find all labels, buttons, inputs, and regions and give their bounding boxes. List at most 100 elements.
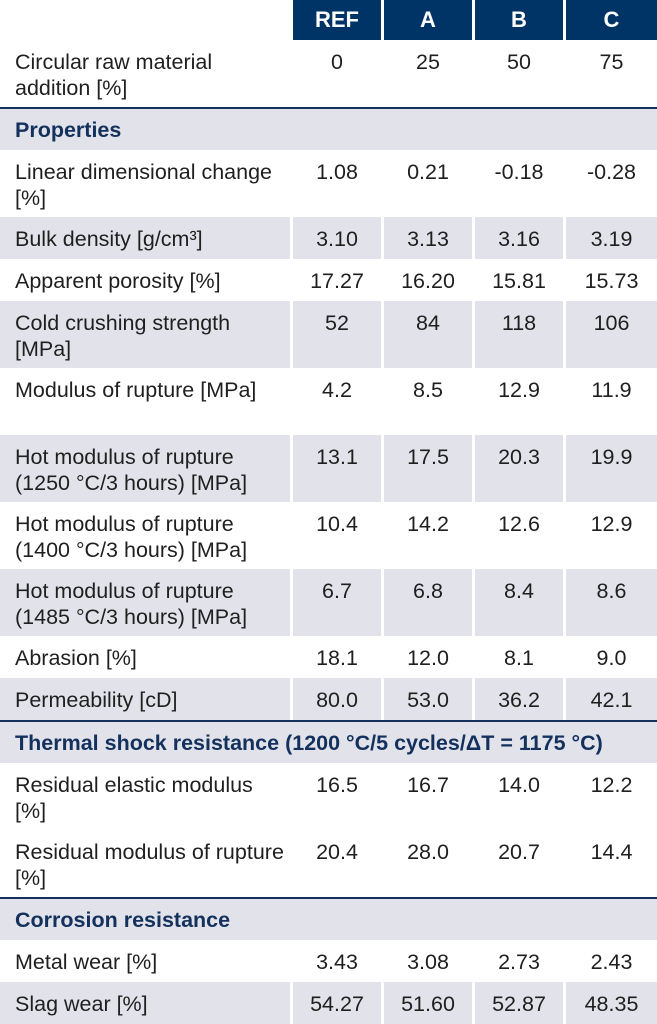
cell-b: 15.81 xyxy=(472,259,563,301)
table-row: Permeability [cD] 80.0 53.0 36.2 42.1 xyxy=(0,678,657,720)
cell-b: 52.87 xyxy=(472,982,563,1024)
header-blank-cell xyxy=(0,0,290,40)
table-row: Hot modulus of rupture (1485 °C/3 hours)… xyxy=(0,569,657,636)
table-row: Abrasion [%] 18.1 12.0 8.1 9.0 xyxy=(0,636,657,678)
table-row: Modulus of rupture [MPa] 4.2 8.5 12.9 11… xyxy=(0,368,657,435)
cell-b: 12.6 xyxy=(472,502,563,569)
cell-b: 14.0 xyxy=(472,763,563,830)
cell-b: 50 xyxy=(472,40,563,107)
cell-c: 3.19 xyxy=(563,217,657,259)
row-label: Abrasion [%] xyxy=(0,636,290,678)
cell-b: -0.18 xyxy=(472,150,563,217)
cell-a: 8.5 xyxy=(381,368,472,435)
table-row: Hot modulus of rupture (1250 °C/3 hours)… xyxy=(0,435,657,502)
cell-ref: 10.4 xyxy=(290,502,381,569)
cell-c: 14.4 xyxy=(563,830,657,897)
row-label: Cold crushing strength [MPa] xyxy=(0,301,290,368)
header-b: B xyxy=(472,0,563,40)
cell-c: 19.9 xyxy=(563,435,657,502)
table-row: Bulk density [g/cm³] 3.10 3.13 3.16 3.19 xyxy=(0,217,657,259)
cell-c: -0.28 xyxy=(563,150,657,217)
cell-c: 8.6 xyxy=(563,569,657,636)
cell-b: 8.4 xyxy=(472,569,563,636)
cell-ref: 80.0 xyxy=(290,678,381,720)
cell-c: 15.73 xyxy=(563,259,657,301)
row-label: Metal wear [%] xyxy=(0,940,290,982)
cell-a: 17.5 xyxy=(381,435,472,502)
cell-c: 12.2 xyxy=(563,763,657,830)
cell-ref: 54.27 xyxy=(290,982,381,1024)
cell-b: 36.2 xyxy=(472,678,563,720)
cell-b: 20.3 xyxy=(472,435,563,502)
table-row: Apparent porosity [%] 17.27 16.20 15.81 … xyxy=(0,259,657,301)
cell-b: 2.73 xyxy=(472,940,563,982)
row-label: Hot modulus of rupture (1485 °C/3 hours)… xyxy=(0,569,290,636)
cell-c: 9.0 xyxy=(563,636,657,678)
section-title: Thermal shock resistance (1200 °C/5 cycl… xyxy=(0,720,657,763)
cell-c: 42.1 xyxy=(563,678,657,720)
cell-a: 0.21 xyxy=(381,150,472,217)
cell-a: 53.0 xyxy=(381,678,472,720)
table-row: Slag wear [%] 54.27 51.60 52.87 48.35 xyxy=(0,982,657,1024)
cell-c: 11.9 xyxy=(563,368,657,435)
cell-a: 16.20 xyxy=(381,259,472,301)
cell-ref: 6.7 xyxy=(290,569,381,636)
table-row: Hot modulus of rupture (1400 °C/3 hours)… xyxy=(0,502,657,569)
row-label: Modulus of rupture [MPa] xyxy=(0,368,290,435)
row-label: Hot modulus of rupture (1250 °C/3 hours)… xyxy=(0,435,290,502)
row-label: Apparent porosity [%] xyxy=(0,259,290,301)
cell-ref: 13.1 xyxy=(290,435,381,502)
cell-a: 6.8 xyxy=(381,569,472,636)
row-label: Linear dimensional change [%] xyxy=(0,150,290,217)
cell-b: 118 xyxy=(472,301,563,368)
table-row: Residual elastic modulus [%] 16.5 16.7 1… xyxy=(0,763,657,830)
cell-c: 48.35 xyxy=(563,982,657,1024)
row-label: Bulk density [g/cm³] xyxy=(0,217,290,259)
cell-ref: 18.1 xyxy=(290,636,381,678)
cell-a: 12.0 xyxy=(381,636,472,678)
section-title: Corrosion resistance xyxy=(0,897,657,940)
cell-ref: 1.08 xyxy=(290,150,381,217)
row-label: Permeability [cD] xyxy=(0,678,290,720)
cell-ref: 0 xyxy=(290,40,381,107)
cell-ref: 16.5 xyxy=(290,763,381,830)
section-header-properties: Properties xyxy=(0,107,657,150)
cell-ref: 4.2 xyxy=(290,368,381,435)
section-header-thermal-shock: Thermal shock resistance (1200 °C/5 cycl… xyxy=(0,720,657,763)
row-label: Residual elastic modulus [%] xyxy=(0,763,290,830)
table-row: Metal wear [%] 3.43 3.08 2.73 2.43 xyxy=(0,940,657,982)
cell-c: 2.43 xyxy=(563,940,657,982)
cell-ref: 17.27 xyxy=(290,259,381,301)
section-header-corrosion: Corrosion resistance xyxy=(0,897,657,940)
cell-a: 3.13 xyxy=(381,217,472,259)
header-ref: REF xyxy=(290,0,381,40)
cell-b: 3.16 xyxy=(472,217,563,259)
cell-a: 3.08 xyxy=(381,940,472,982)
cell-b: 20.7 xyxy=(472,830,563,897)
row-label: Circular raw material addition [%] xyxy=(0,40,290,107)
cell-b: 8.1 xyxy=(472,636,563,678)
cell-ref: 20.4 xyxy=(290,830,381,897)
header-row: REF A B C xyxy=(0,0,657,40)
row-label: Residual modulus of rupture [%] xyxy=(0,830,290,897)
cell-a: 14.2 xyxy=(381,502,472,569)
cell-c: 12.9 xyxy=(563,502,657,569)
cell-b: 12.9 xyxy=(472,368,563,435)
cell-a: 16.7 xyxy=(381,763,472,830)
cell-c: 75 xyxy=(563,40,657,107)
table-row-circular-addition: Circular raw material addition [%] 0 25 … xyxy=(0,40,657,107)
header-a: A xyxy=(381,0,472,40)
cell-ref: 52 xyxy=(290,301,381,368)
section-title: Properties xyxy=(0,107,657,150)
cell-ref: 3.43 xyxy=(290,940,381,982)
table-row: Linear dimensional change [%] 1.08 0.21 … xyxy=(0,150,657,217)
cell-a: 84 xyxy=(381,301,472,368)
header-c: C xyxy=(563,0,657,40)
cell-a: 28.0 xyxy=(381,830,472,897)
table-row: Residual modulus of rupture [%] 20.4 28.… xyxy=(0,830,657,897)
table-row: Cold crushing strength [MPa] 52 84 118 1… xyxy=(0,301,657,368)
cell-a: 51.60 xyxy=(381,982,472,1024)
cell-ref: 3.10 xyxy=(290,217,381,259)
row-label: Slag wear [%] xyxy=(0,982,290,1024)
